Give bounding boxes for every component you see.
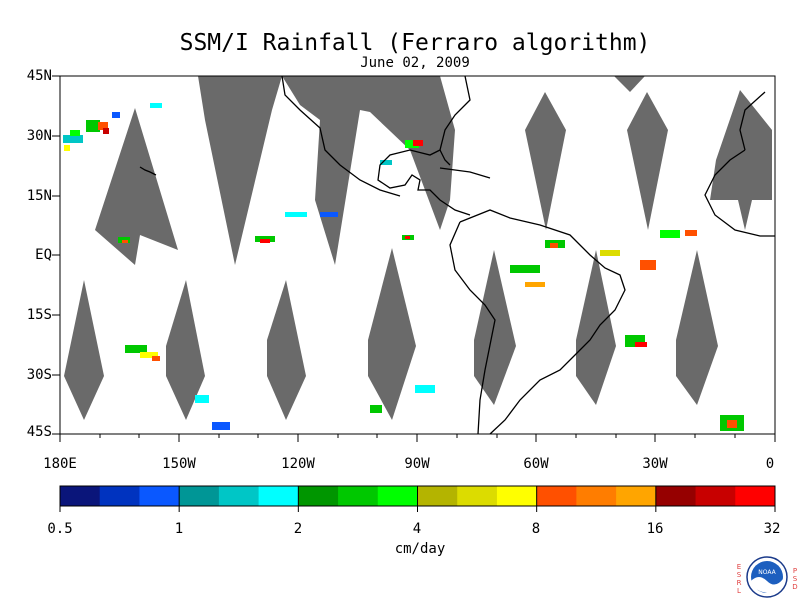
colorbar-swatch-0 — [60, 486, 101, 506]
rain-patch-south-pacific — [125, 345, 230, 430]
rain-patch-amazon-atlantic — [370, 230, 744, 431]
swath-gap-south-3 — [267, 280, 306, 420]
colorbar-swatch-7 — [338, 486, 379, 506]
colorbar-label-0: 0.5 — [47, 521, 73, 537]
colorbar-swatch-5 — [258, 486, 299, 506]
colorbar-swatch-11 — [496, 486, 538, 506]
lon-label-180e: 180E — [43, 456, 77, 472]
lon-label-0: 0 — [765, 456, 775, 472]
lat-label-45s: 45S — [26, 424, 52, 440]
coast-africa-north — [739, 91, 766, 151]
rain-patch-itcz-east-pacific — [118, 212, 338, 243]
map-plot-area — [52, 75, 776, 442]
colorbar-swatch-16 — [695, 486, 736, 506]
axis-ticks — [52, 75, 776, 442]
colorbar-swatch-13 — [576, 486, 617, 506]
noaa-emblem: NOAA — [746, 556, 788, 598]
colorbar-label-3: 4 — [412, 521, 422, 537]
colorbar-swatch-6 — [298, 486, 339, 506]
lon-label-120w: 120W — [281, 456, 315, 472]
map-title: SSM/I Rainfall (Ferraro algorithm) — [179, 30, 651, 56]
swath-gap-south-5 — [474, 250, 516, 405]
colorbar — [59, 485, 776, 512]
colorbar-label-5: 16 — [646, 521, 664, 537]
colorbar-swatch-2 — [139, 486, 180, 506]
colorbar-swatch-17 — [735, 486, 776, 506]
colorbar-swatch-9 — [417, 486, 458, 506]
colorbar-swatch-3 — [179, 486, 220, 506]
colorbar-swatch-14 — [616, 486, 657, 506]
coast-south-america-west — [449, 221, 496, 435]
lat-label-eq: EQ — [35, 247, 52, 263]
colorbar-swatch-15 — [655, 486, 697, 506]
colorbar-swatch-1 — [99, 486, 140, 506]
rainfall-patches — [63, 103, 744, 431]
colorbar-label-2: 2 — [293, 521, 303, 537]
swath-gap-south-4 — [368, 248, 416, 420]
swath-gap-north-1 — [95, 108, 178, 265]
rain-patch-nw — [63, 103, 162, 151]
swath-gap-north-3 — [282, 76, 455, 265]
colorbar-swatch-10 — [457, 486, 498, 506]
lon-label-90w: 90W — [404, 456, 430, 472]
lat-label-15n: 15N — [26, 188, 52, 204]
coast-florida — [439, 149, 451, 166]
swath-gap-north-7 — [614, 76, 645, 92]
swath-gap-south-6 — [576, 250, 616, 405]
lon-label-150w: 150W — [162, 456, 196, 472]
coast-cuba — [439, 167, 491, 179]
lat-label-15s: 15S — [26, 307, 52, 323]
colorbar-label-1: 1 — [174, 521, 184, 537]
coast-south-america-north — [459, 209, 626, 435]
lon-label-30w: 30W — [642, 456, 668, 472]
swath-gap-north-5 — [627, 92, 668, 230]
coast-north-america-west — [281, 75, 401, 197]
lat-label-30s: 30S — [26, 367, 52, 383]
swath-gap-south-7 — [676, 250, 718, 405]
swath-gap-north-2 — [198, 76, 282, 265]
lat-label-30n: 30N — [26, 128, 52, 144]
colorbar-units: cm/day — [394, 541, 446, 557]
colorbar-swatch-12 — [536, 486, 577, 506]
colorbar-label-6: 32 — [763, 521, 781, 537]
coast-mexico-gulf — [377, 75, 471, 216]
no-data-swath-gaps — [64, 76, 772, 420]
noaa-logo-text: NOAA — [758, 569, 776, 576]
lon-label-60w: 60W — [523, 456, 549, 472]
colorbar-swatch-8 — [377, 486, 418, 506]
coastlines — [139, 75, 775, 435]
colorbar-swatch-4 — [218, 486, 260, 506]
coast-africa-west — [704, 149, 775, 237]
swath-gap-north-6 — [710, 90, 772, 230]
map-date: June 02, 2009 — [360, 55, 470, 71]
rain-patch-gulf-caribbean — [380, 140, 423, 240]
colorbar-label-4: 8 — [531, 521, 541, 537]
lat-label-45n: 45N — [26, 68, 52, 84]
swath-gap-south-2 — [166, 280, 205, 420]
coast-hawaii — [139, 166, 157, 176]
swath-gap-north-4 — [525, 92, 566, 230]
swath-gap-south-1 — [64, 280, 104, 420]
